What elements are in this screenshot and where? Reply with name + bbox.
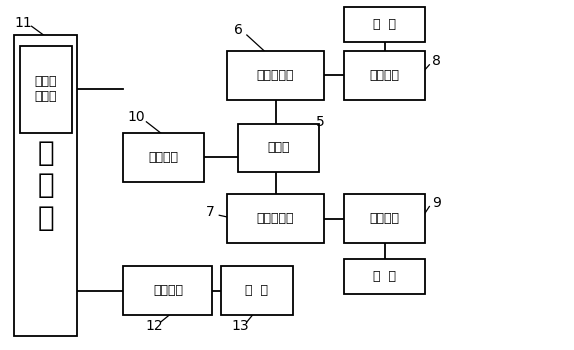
Bar — [344, 7, 425, 42]
Text: 10: 10 — [128, 110, 145, 124]
Text: 13: 13 — [231, 318, 249, 332]
Bar — [227, 194, 324, 243]
Text: 7: 7 — [206, 205, 215, 219]
Text: 角度输
入单元: 角度输 入单元 — [34, 75, 57, 103]
Text: 第一金属片: 第一金属片 — [257, 69, 294, 82]
Bar — [344, 194, 425, 243]
Text: 第一端子: 第一端子 — [370, 69, 400, 82]
Bar — [123, 133, 204, 182]
Text: 第二端子: 第二端子 — [370, 212, 400, 225]
Text: 电  源: 电 源 — [373, 18, 396, 31]
Bar — [221, 266, 293, 315]
Text: 5: 5 — [316, 116, 325, 130]
Bar — [123, 266, 212, 315]
Text: 11: 11 — [14, 16, 32, 30]
Text: 地  端: 地 端 — [373, 270, 396, 283]
Bar — [238, 124, 319, 172]
Text: 第二金属片: 第二金属片 — [257, 212, 294, 225]
Bar — [344, 259, 425, 294]
Bar — [20, 46, 72, 133]
Text: 电阻片: 电阻片 — [267, 141, 290, 154]
Bar — [227, 51, 324, 100]
Text: 颠逆开关: 颠逆开关 — [153, 284, 183, 297]
Bar — [14, 35, 77, 336]
Bar — [344, 51, 425, 100]
Text: 电  机: 电 机 — [245, 284, 269, 297]
Text: 8: 8 — [432, 54, 441, 68]
Text: 6: 6 — [234, 23, 243, 37]
Text: 第三端子: 第三端子 — [149, 151, 179, 164]
Text: 9: 9 — [432, 196, 441, 210]
Text: 控
制
器: 控 制 器 — [38, 139, 54, 232]
Text: 12: 12 — [145, 318, 162, 332]
